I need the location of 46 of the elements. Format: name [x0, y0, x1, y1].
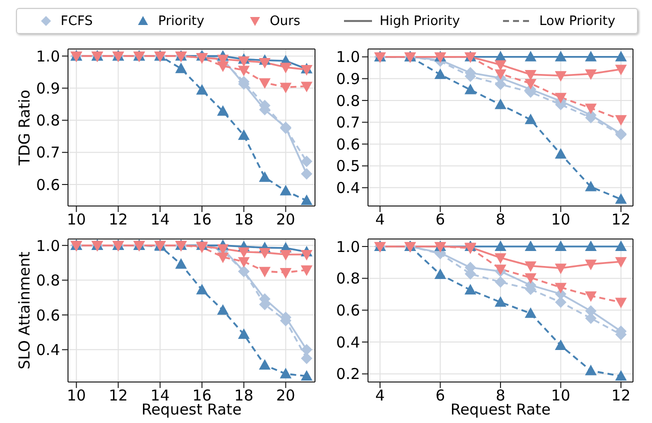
- y-tick-label: 0.7: [36, 144, 60, 162]
- legend-label: Ours: [270, 14, 300, 28]
- y-tick-label: 1.0: [36, 47, 60, 66]
- x-tick-label: 20: [276, 210, 296, 229]
- y-tick-label: 0.4: [336, 179, 360, 198]
- y-tick-label: 0.8: [36, 112, 60, 130]
- y-tick-label: 0.8: [336, 92, 360, 110]
- y-tick-label: 0.9: [36, 79, 60, 98]
- y-tick-label: 0.6: [336, 302, 360, 320]
- y-axis-title: SLO Attainment: [15, 252, 34, 370]
- y-tick-label: 1.0: [36, 236, 60, 255]
- x-tick-label: 4: [375, 386, 385, 405]
- y-tick-label: 0.8: [336, 270, 360, 288]
- x-tick-label: 4: [375, 210, 385, 229]
- x-tick-label: 8: [496, 210, 506, 229]
- x-tick-label: 12: [611, 386, 630, 405]
- x-tick-label: 20: [276, 386, 296, 405]
- y-tick-label: 0.2: [336, 365, 360, 384]
- x-tick-label: 14: [150, 210, 170, 229]
- x-tick-label: 6: [436, 386, 446, 405]
- x-tick-label: 10: [551, 386, 570, 405]
- y-tick-label: 0.6: [336, 135, 360, 154]
- y-tick-label: 0.9: [336, 70, 360, 88]
- y-tick-label: 0.4: [36, 341, 60, 360]
- x-tick-label: 16: [192, 210, 212, 229]
- x-tick-label: 10: [66, 386, 86, 405]
- x-tick-label: 10: [66, 210, 86, 229]
- x-tick-label: 10: [551, 210, 570, 229]
- legend-label: Priority: [158, 14, 204, 28]
- x-tick-label: 6: [436, 210, 446, 229]
- x-tick-label: 12: [611, 210, 630, 229]
- y-tick-label: 0.5: [336, 157, 360, 176]
- y-tick-label: 0.4: [336, 333, 360, 352]
- y-tick-label: 0.6: [36, 176, 60, 194]
- text: Low Priority: [539, 14, 616, 28]
- x-tick-label: 12: [108, 386, 128, 405]
- text: High Priority: [380, 14, 460, 28]
- y-tick-label: 0.8: [36, 272, 60, 290]
- y-tick-label: 1.0: [336, 48, 360, 66]
- y-axis-title: TDG Ratio: [15, 90, 34, 166]
- y-tick-label: 0.6: [36, 306, 60, 324]
- legend-label: FCFS: [60, 14, 93, 28]
- x-tick-label: 12: [108, 210, 128, 229]
- y-tick-label: 1.0: [336, 238, 360, 256]
- y-tick-label: 0.7: [336, 114, 360, 132]
- x-tick-label: 18: [234, 210, 254, 229]
